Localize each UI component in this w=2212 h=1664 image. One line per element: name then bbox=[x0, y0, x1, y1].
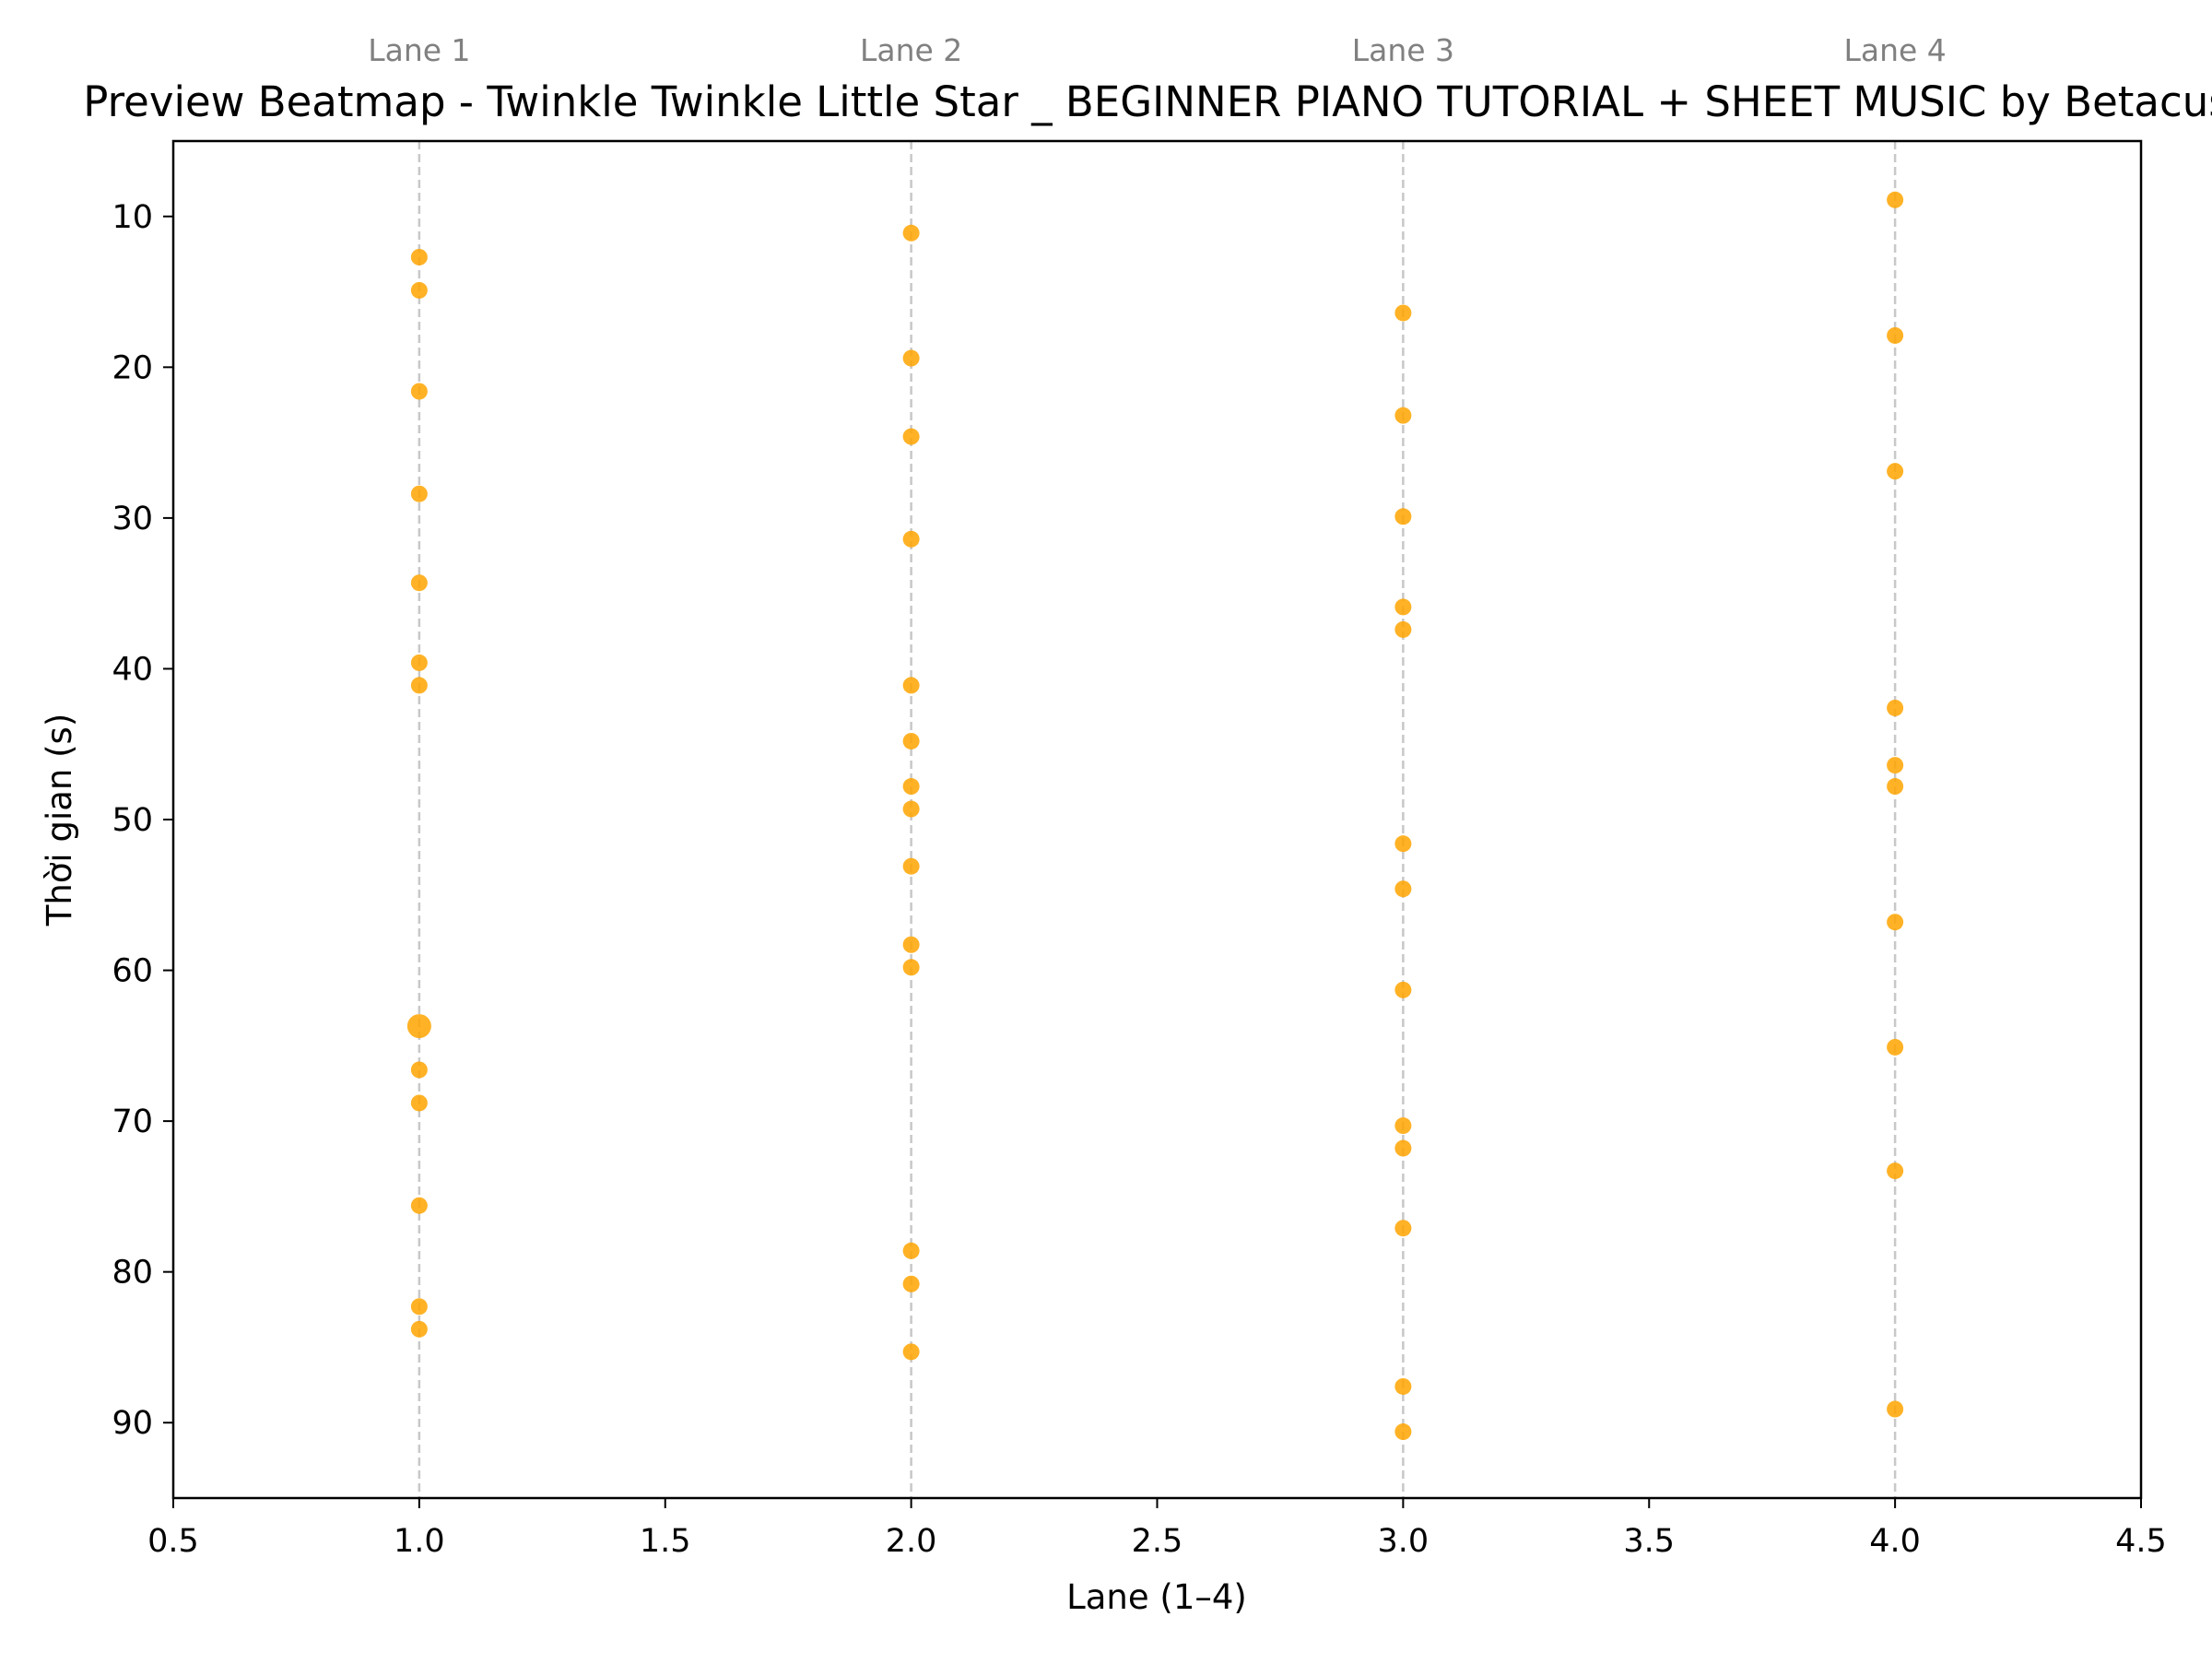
x-tick-label: 3.0 bbox=[1378, 1523, 1430, 1560]
note-point bbox=[1887, 699, 1904, 716]
note-point bbox=[1887, 191, 1904, 208]
note-point bbox=[1394, 1139, 1412, 1157]
y-axis-ticks: 10 20 30 40 50 60 70 80 90 bbox=[112, 199, 173, 1442]
note-point bbox=[1394, 835, 1412, 853]
note-point bbox=[1887, 1162, 1904, 1180]
note-point bbox=[902, 1275, 920, 1292]
note-point bbox=[1394, 981, 1412, 998]
note-point bbox=[410, 383, 428, 400]
note-point bbox=[902, 349, 920, 367]
note-point bbox=[410, 1320, 428, 1338]
note-point bbox=[410, 485, 428, 502]
y-tick-label: 50 bbox=[112, 802, 153, 839]
x-tick-label: 0.5 bbox=[147, 1523, 199, 1560]
data-points bbox=[406, 191, 1904, 1441]
note-point bbox=[902, 677, 920, 694]
note-point bbox=[410, 677, 428, 694]
y-tick-label: 70 bbox=[112, 1103, 153, 1140]
note-point bbox=[410, 248, 428, 266]
x-tick-label: 2.0 bbox=[886, 1523, 937, 1560]
lane-label-2: Lane 2 bbox=[860, 32, 962, 68]
x-tick-label: 1.0 bbox=[394, 1523, 445, 1560]
y-tick-label: 80 bbox=[112, 1255, 153, 1292]
note-point bbox=[1887, 757, 1904, 774]
note-point bbox=[902, 732, 920, 749]
note-point bbox=[410, 1061, 428, 1079]
lane-label-1: Lane 1 bbox=[368, 32, 470, 68]
note-point bbox=[1394, 1377, 1412, 1395]
note-point bbox=[410, 654, 428, 671]
y-tick-label: 10 bbox=[112, 199, 153, 236]
note-point bbox=[902, 224, 920, 242]
x-tick-label: 2.5 bbox=[1132, 1523, 1183, 1560]
x-tick-label: 4.0 bbox=[1869, 1523, 1921, 1560]
y-tick-label: 30 bbox=[112, 501, 153, 537]
x-tick-label: 4.5 bbox=[2115, 1523, 2167, 1560]
y-tick-label: 40 bbox=[112, 651, 153, 688]
note-point bbox=[902, 936, 920, 953]
note-point bbox=[1394, 407, 1412, 424]
note-point bbox=[410, 574, 428, 592]
y-tick-label: 20 bbox=[112, 349, 153, 386]
chart-title: Preview Beatmap - Twinkle Twinkle Little… bbox=[83, 77, 2212, 126]
note-point bbox=[902, 778, 920, 796]
note-point bbox=[1394, 1220, 1412, 1237]
note-point bbox=[1394, 508, 1412, 525]
note-point bbox=[902, 857, 920, 875]
note-point bbox=[1394, 304, 1412, 322]
lane-lines bbox=[418, 141, 1897, 1498]
note-point bbox=[902, 530, 920, 548]
note-point bbox=[1394, 598, 1412, 616]
note-point bbox=[1887, 914, 1904, 931]
note-point bbox=[1394, 1423, 1412, 1441]
note-point bbox=[902, 1343, 920, 1361]
note-point bbox=[1887, 1400, 1904, 1418]
note-point bbox=[902, 1242, 920, 1259]
note-point bbox=[902, 800, 920, 818]
x-axis-label: Lane (1–4) bbox=[1066, 1577, 1247, 1617]
note-point bbox=[1394, 880, 1412, 898]
note-point bbox=[410, 1094, 428, 1112]
note-point bbox=[406, 1014, 431, 1039]
note-point bbox=[1887, 326, 1904, 344]
note-point bbox=[410, 281, 428, 299]
note-point bbox=[1887, 778, 1904, 796]
note-point bbox=[1887, 463, 1904, 480]
y-tick-label: 60 bbox=[112, 953, 153, 990]
note-point bbox=[902, 959, 920, 976]
note-point bbox=[1887, 1038, 1904, 1056]
note-point bbox=[410, 1197, 428, 1214]
note-point bbox=[902, 428, 920, 445]
lane-label-4: Lane 4 bbox=[1843, 32, 1946, 68]
note-point bbox=[1394, 620, 1412, 638]
x-tick-label: 3.5 bbox=[1623, 1523, 1675, 1560]
y-tick-label: 90 bbox=[112, 1405, 153, 1442]
x-axis-ticks: 0.5 1.0 1.5 2.0 2.5 3.0 3.5 4.0 4.5 bbox=[147, 1498, 2167, 1560]
y-axis-label: Thời gian (s) bbox=[40, 714, 79, 927]
x-tick-label: 1.5 bbox=[640, 1523, 691, 1560]
lane-labels: Lane 1 Lane 2 Lane 3 Lane 4 bbox=[368, 32, 1947, 68]
lane-label-3: Lane 3 bbox=[1352, 32, 1454, 68]
note-point bbox=[1394, 1117, 1412, 1135]
note-point bbox=[410, 1298, 428, 1316]
